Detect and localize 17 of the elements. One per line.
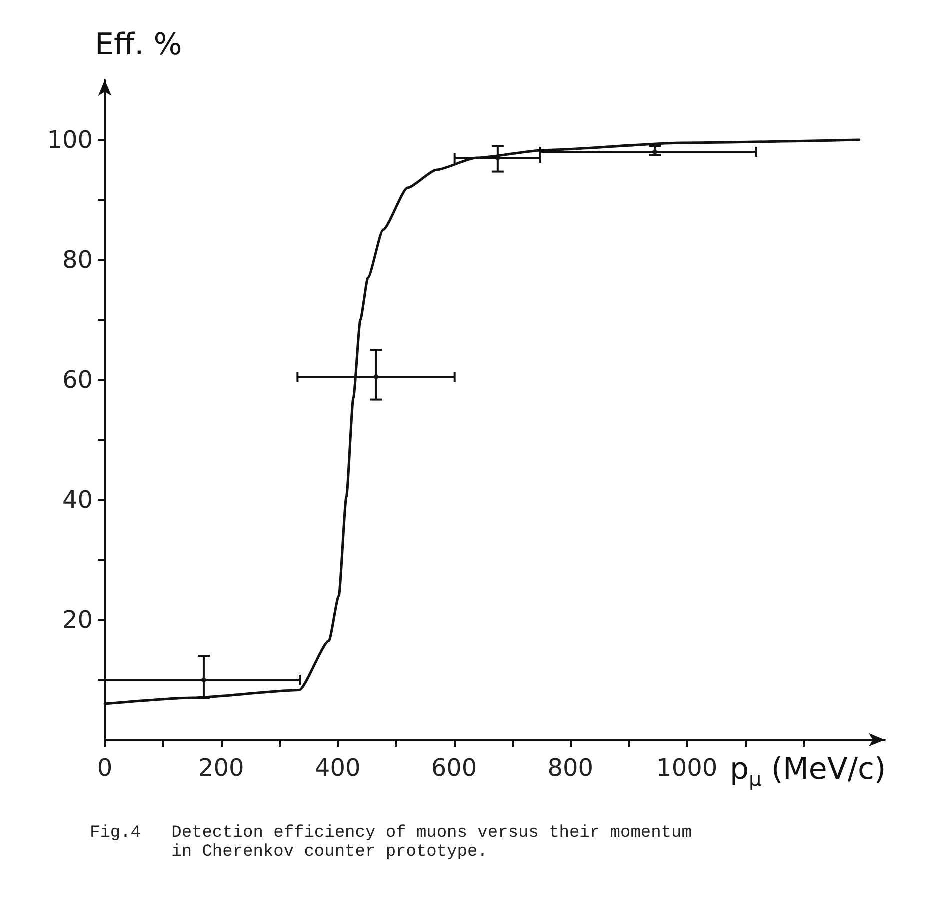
y-tick-label: 20 (62, 606, 93, 634)
y-tick-label: 80 (62, 246, 93, 274)
x-tick-label: 600 (431, 754, 478, 782)
point (374, 374, 379, 380)
point (652, 150, 658, 154)
y-tick-label: 40 (62, 486, 93, 514)
caption: Fig.4 Detection efficiency of muons versus their momentum in Cherenkov counter prototype. (90, 824, 693, 862)
y-axis-title: Eff. % (95, 28, 182, 62)
x-tick-label: 400 (314, 754, 361, 782)
y-tick-label: 100 (47, 126, 93, 154)
x-axis-title: p$_{μ}$ (MeV/c) (730, 752, 886, 791)
x-tick-label: 800 (548, 754, 594, 782)
x-tick-label: 1000 (656, 754, 718, 782)
y-tick-label: 60 (62, 366, 93, 394)
x-tick-label: 0 (97, 754, 113, 782)
point (201, 678, 206, 682)
x-tick-label: 200 (198, 754, 244, 782)
